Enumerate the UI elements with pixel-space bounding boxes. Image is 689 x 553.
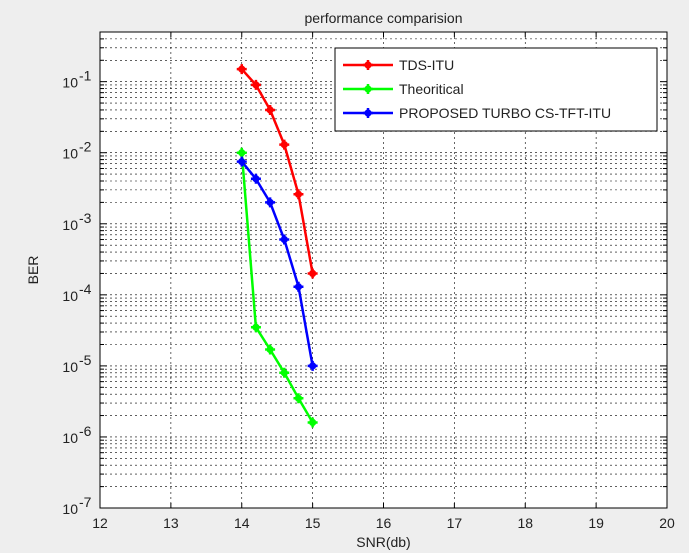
y-tick-label-exponent: -7 (79, 494, 92, 510)
y-axis-title: BER (25, 256, 41, 285)
legend-label: TDS-ITU (399, 57, 454, 73)
data-point (307, 268, 318, 279)
data-point (236, 147, 247, 158)
legend-entry: Theoritical (343, 81, 464, 97)
series-line (240, 68, 314, 274)
data-point (279, 367, 290, 378)
legend-entry: PROPOSED TURBO CS-TFT-ITU (343, 105, 611, 121)
data-point (307, 417, 318, 428)
x-axis-title: SNR(db) (356, 534, 410, 550)
x-tick-labels: 12 13 14 15 16 17 18 19 20 (92, 515, 675, 531)
y-tick-label-exponent: -5 (79, 352, 92, 368)
y-tick-label-exponent: -1 (79, 68, 92, 84)
data-point (293, 189, 304, 200)
data-point (265, 104, 276, 115)
x-tick-label: 19 (588, 515, 604, 531)
x-tick-label: 17 (447, 515, 463, 531)
legend-label: PROPOSED TURBO CS-TFT-ITU (399, 105, 611, 121)
y-tick-label-exponent: -3 (79, 210, 92, 226)
data-point (265, 197, 276, 208)
data-point (250, 322, 261, 333)
x-tick-label: 14 (234, 515, 250, 531)
data-point (236, 156, 247, 167)
x-tick-label: 16 (376, 515, 392, 531)
legend: TDS-ITU Theoritical PROPOSED TURBO CS-TFT-… (334, 47, 658, 132)
legend-swatch-marker (363, 60, 373, 70)
data-point (307, 360, 318, 371)
legend-entry: TDS-ITU (343, 57, 454, 73)
axis-ticks (99, 31, 668, 509)
data-point (250, 173, 261, 184)
y-tick-label: 10 (62, 75, 78, 91)
data-point (279, 234, 290, 245)
y-tick-label-exponent: -2 (79, 139, 92, 155)
series-2 (236, 147, 318, 428)
plot-frame (99, 31, 668, 509)
data-point (236, 64, 247, 75)
y-tick-label-exponent: -6 (79, 423, 92, 439)
x-tick-label: 12 (92, 515, 108, 531)
series-line (240, 152, 314, 424)
x-tick-label: 18 (517, 515, 533, 531)
y-tick-label: 10 (62, 217, 78, 233)
data-point (279, 139, 290, 150)
y-tick-label: 10 (62, 288, 78, 304)
x-tick-label: 13 (163, 515, 179, 531)
x-tick-label: 20 (659, 515, 675, 531)
series-line (240, 160, 314, 367)
data-point (293, 281, 304, 292)
data-point (293, 393, 304, 404)
data-point (250, 79, 261, 90)
series-layer (236, 64, 318, 428)
y-tick-label: 10 (62, 359, 78, 375)
series-3 (236, 156, 318, 371)
series-1 (236, 64, 318, 279)
x-tick-label: 15 (305, 515, 321, 531)
y-tick-labels: 10-710-610-510-410-310-210-1 (62, 68, 91, 517)
y-tick-label-exponent: -4 (79, 281, 92, 297)
legend-label: Theoritical (399, 81, 464, 97)
chart-title: performance comparision (305, 10, 463, 26)
legend-swatch-marker (363, 84, 373, 94)
y-tick-label: 10 (62, 430, 78, 446)
data-point (265, 344, 276, 355)
y-tick-label: 10 (62, 501, 78, 517)
grid (100, 32, 667, 508)
y-tick-label: 10 (62, 146, 78, 162)
legend-swatch-marker (363, 108, 373, 118)
